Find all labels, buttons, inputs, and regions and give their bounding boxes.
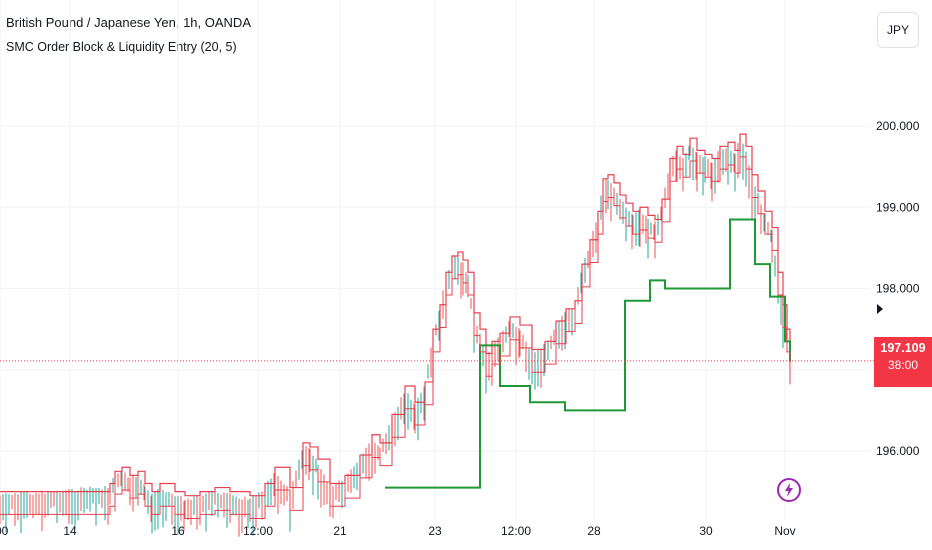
- currency-button[interactable]: JPY: [877, 12, 919, 48]
- y-tick-label: 198.000: [876, 282, 920, 296]
- x-tick-label: 12:00: [243, 524, 273, 538]
- x-tick-label: Nov: [774, 524, 795, 538]
- x-tick-label: 12:00: [501, 524, 531, 538]
- x-tick-label: 28: [587, 524, 601, 538]
- candles: [0, 135, 788, 537]
- grid: [0, 0, 870, 520]
- lightning-icon[interactable]: [777, 478, 801, 502]
- red-series-line-low: [0, 156, 791, 519]
- arrow-right-icon[interactable]: [877, 304, 883, 314]
- price-tag: 197.109 38:00: [874, 337, 932, 387]
- x-axis: :00 14 16 12:00 21 23 12:00 28 30 Nov: [0, 524, 796, 538]
- y-tick-label: 199.000: [876, 200, 920, 214]
- series-lines: [0, 133, 791, 519]
- x-tick-label: 23: [428, 524, 442, 538]
- price-value: 197.109: [880, 341, 926, 355]
- x-tick-label: :00: [0, 524, 9, 538]
- y-tick-label: 196.000: [876, 444, 920, 458]
- countdown-timer: 38:00: [887, 358, 919, 372]
- x-tick-label: 30: [699, 524, 713, 538]
- chart-title: British Pound / Japanese Yen, 1h, OANDA: [6, 15, 251, 30]
- y-tick-label: 200.000: [876, 119, 920, 133]
- x-tick-label: 21: [333, 524, 347, 538]
- red-series-line: [0, 133, 791, 497]
- green-series-line: [385, 218, 791, 489]
- x-tick-label: 16: [171, 524, 185, 538]
- x-tick-label: 14: [63, 524, 77, 538]
- indicator-label[interactable]: SMC Order Block & Liquidity Entry (20, 5…: [6, 40, 237, 54]
- y-axis: 200.000 199.000 198.000 196.000: [876, 119, 920, 458]
